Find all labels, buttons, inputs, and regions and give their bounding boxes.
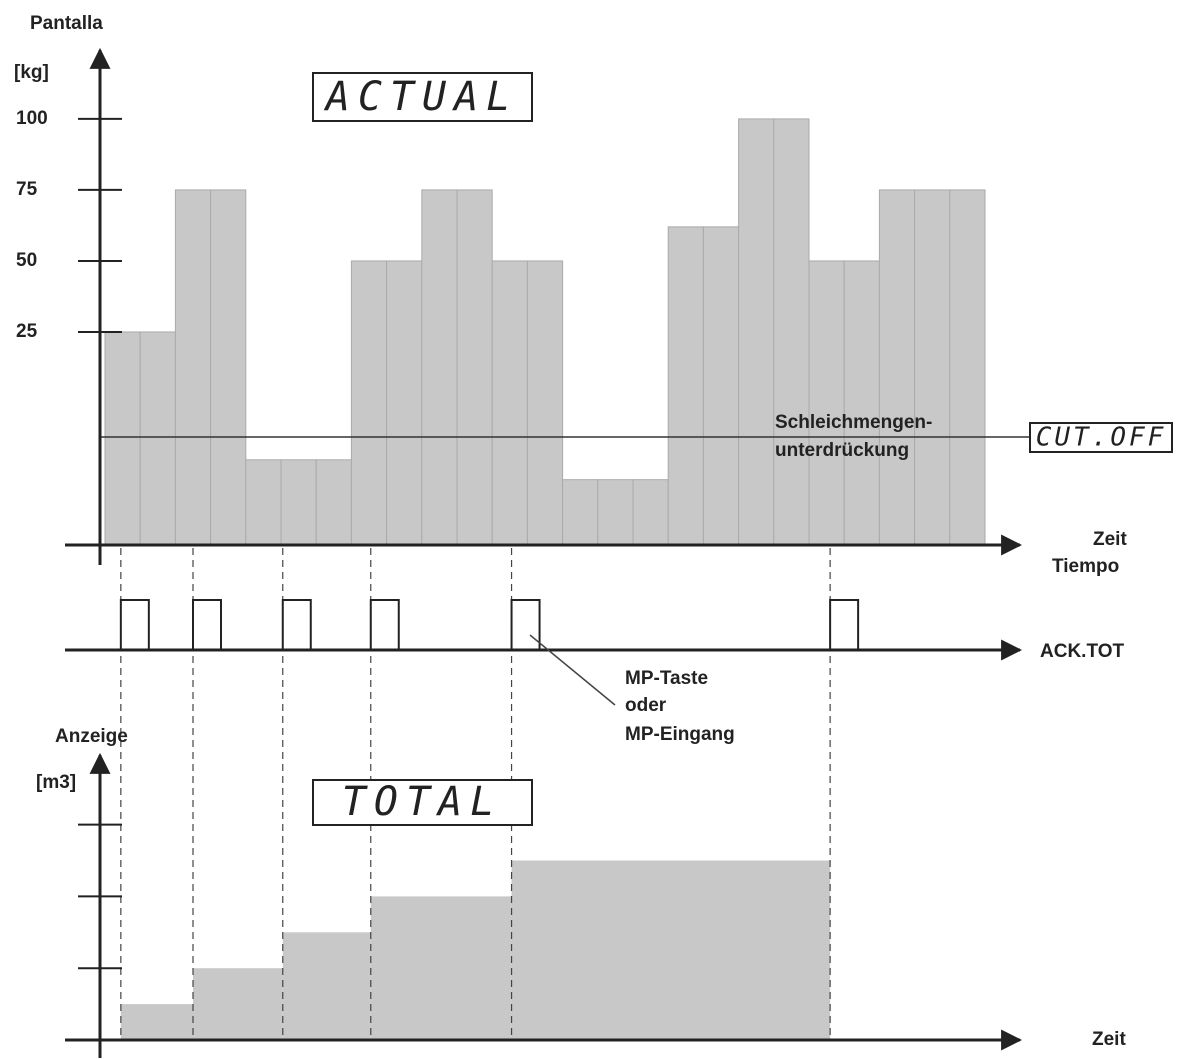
bar	[120, 1004, 193, 1040]
pulse	[510, 599, 541, 650]
bar	[104, 331, 141, 546]
bar	[370, 896, 512, 1040]
display: ACTUAL	[323, 74, 519, 120]
pulse	[281, 599, 312, 650]
cutoff-display: CUT.OFF	[1036, 423, 1167, 453]
pulse	[119, 599, 150, 650]
bar	[562, 479, 599, 546]
axis-title: Anzeige	[55, 726, 128, 747]
bar	[808, 260, 845, 546]
x-label: Zeit	[1093, 529, 1127, 550]
display-box	[312, 72, 533, 122]
bar	[139, 331, 176, 546]
bar	[315, 459, 352, 546]
bar	[773, 118, 810, 546]
leader-line	[529, 634, 616, 706]
bar	[511, 860, 831, 1040]
bar	[282, 932, 371, 1040]
bar	[843, 260, 880, 546]
pulse	[829, 599, 860, 650]
bar	[526, 260, 564, 546]
bar	[597, 479, 634, 546]
bar	[491, 260, 528, 546]
y-tick-label: 75	[16, 179, 38, 200]
note: MP-Eingang	[625, 724, 735, 745]
bar	[174, 189, 212, 546]
bar	[914, 189, 951, 546]
display-box	[312, 779, 533, 826]
bar	[878, 189, 916, 546]
bar	[210, 189, 247, 546]
y-tick-label: 50	[16, 250, 37, 271]
y-tick-label: 25	[16, 321, 38, 342]
cutoff-label: Schleichmengen-	[775, 412, 932, 433]
bar	[667, 226, 704, 546]
bar	[350, 260, 388, 546]
note: MP-Taste	[625, 668, 708, 689]
bar	[193, 968, 283, 1040]
pulse	[192, 599, 222, 650]
unit: [m3]	[36, 772, 76, 793]
pulse	[369, 599, 400, 650]
note: oder	[625, 695, 667, 716]
display: TOTAL	[342, 779, 502, 825]
x-label: Zeit	[1092, 1029, 1126, 1050]
bar	[421, 189, 458, 546]
bar	[245, 459, 282, 546]
cutoff-label: unterdrückung	[775, 440, 909, 461]
bar	[738, 118, 775, 546]
axis-title: Pantalla	[30, 13, 103, 34]
bar	[632, 479, 669, 546]
unit: [kg]	[14, 62, 49, 83]
y-tick-label: 100	[16, 108, 48, 129]
bar	[280, 459, 317, 546]
bar	[702, 226, 740, 546]
ack-label: ACK.TOT	[1040, 641, 1124, 662]
display-box	[1029, 422, 1173, 453]
bar	[949, 189, 986, 546]
bar	[456, 189, 493, 546]
bar	[386, 260, 423, 546]
x-label: Tiempo	[1052, 556, 1119, 577]
